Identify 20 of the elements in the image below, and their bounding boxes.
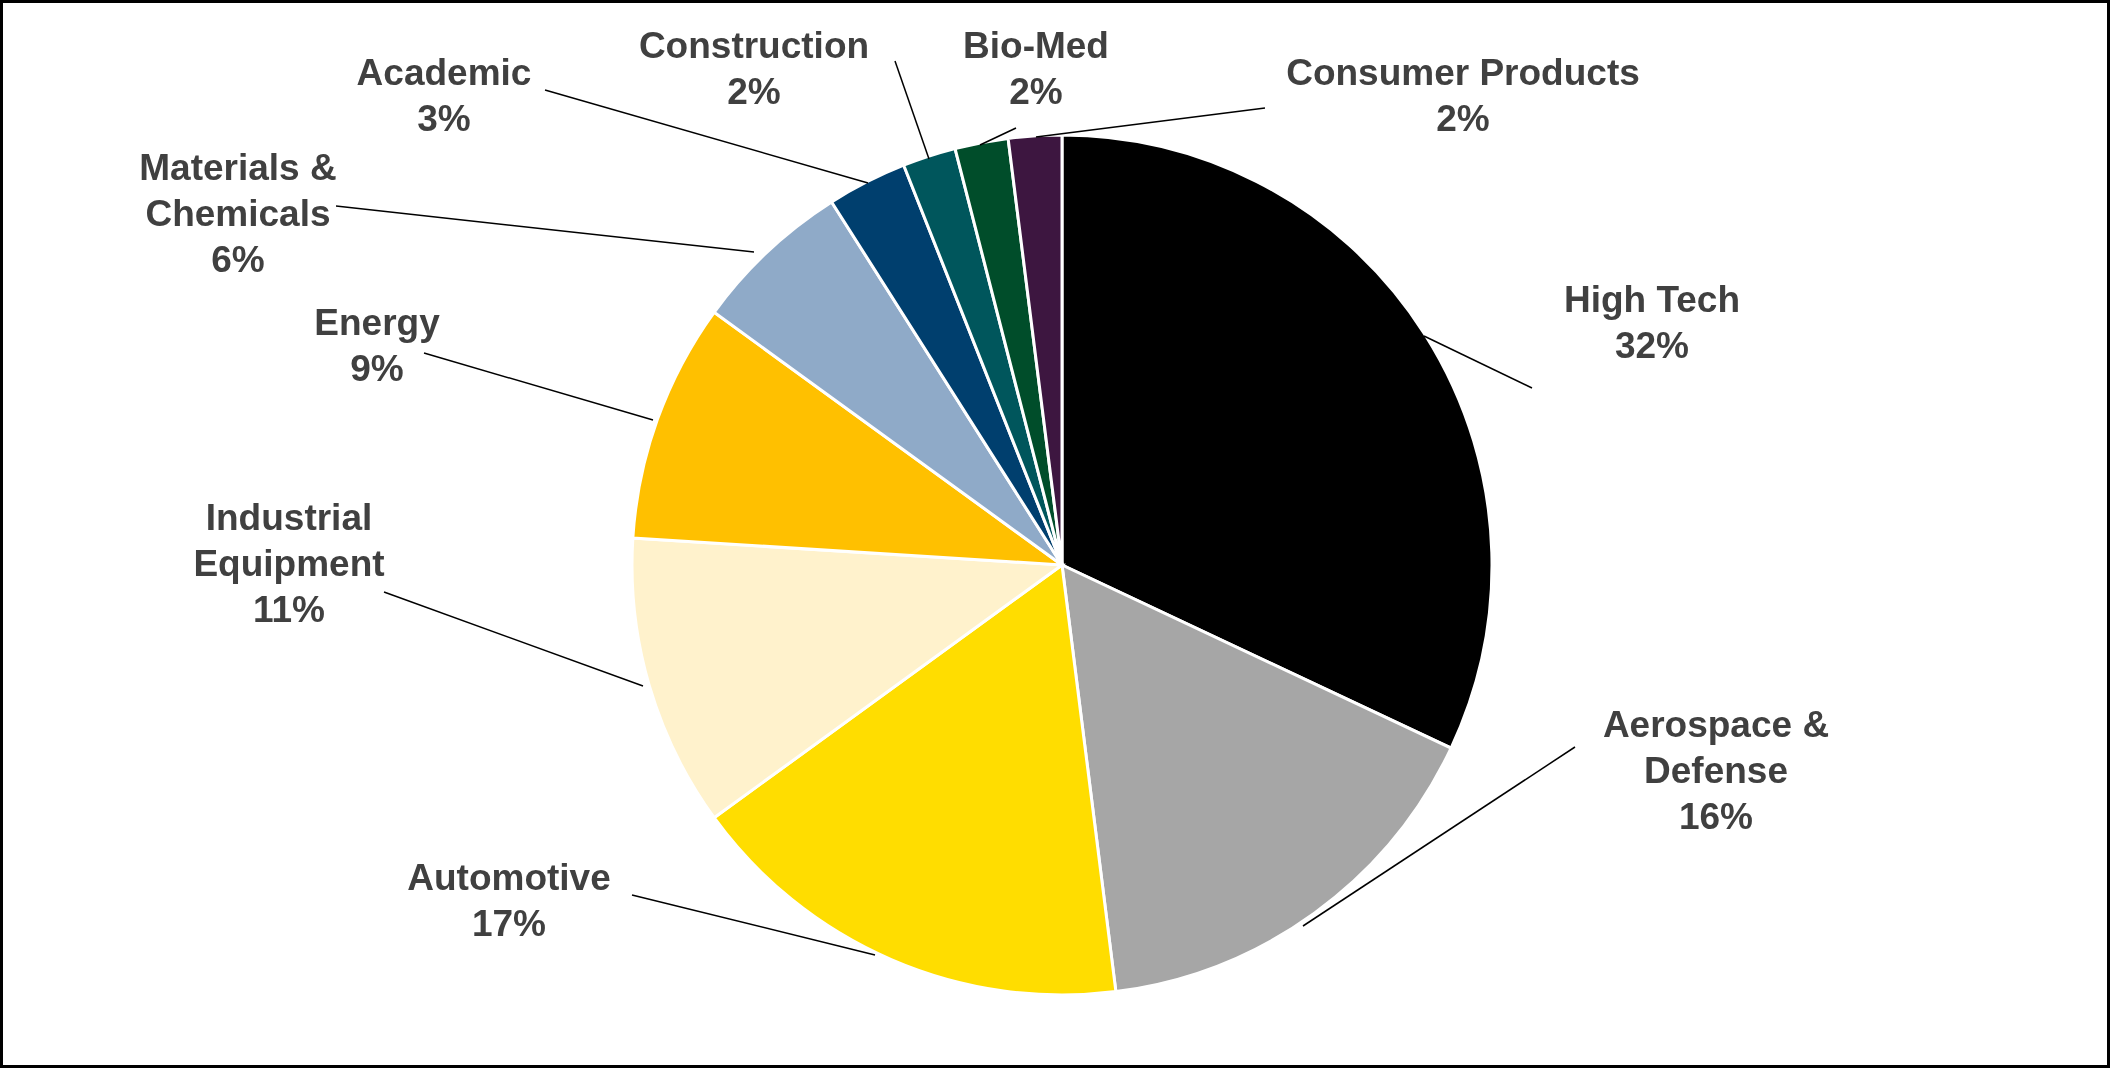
data-label: 32% [1614, 324, 1690, 366]
data-label: 2% [1009, 70, 1063, 112]
data-label: 2% [1436, 97, 1490, 139]
data-label: 2% [727, 70, 781, 112]
slice-label: Bio-Med [963, 24, 1109, 66]
slice-label: Construction [638, 24, 870, 66]
slice-label: Materials & Chemicals [139, 146, 337, 234]
slice-label: Aerospace & Defense [1602, 703, 1830, 791]
data-label: 6% [211, 239, 265, 281]
data-label: 11% [252, 589, 326, 631]
slice-label: Consumer Products [1286, 51, 1640, 93]
slice-label: Energy [314, 301, 441, 343]
data-label: 17% [471, 902, 547, 944]
data-label: 9% [350, 347, 404, 389]
slice-label: Automotive [407, 856, 611, 898]
slice-label: Industrial Equipment [193, 496, 385, 584]
data-label: 3% [417, 97, 471, 139]
data-label: 16% [1678, 796, 1754, 838]
slice-label: Academic [356, 51, 532, 93]
slice-label: High Tech [1563, 278, 1741, 320]
